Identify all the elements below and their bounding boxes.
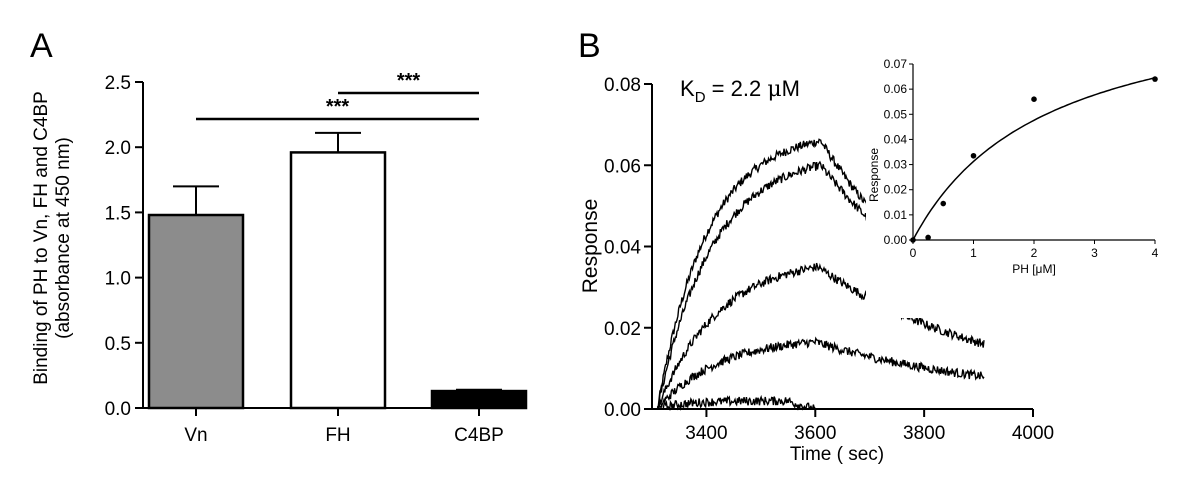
- sensorgram-curve-4: [656, 336, 985, 410]
- panel-a-y-axis-title-line1: Binding of PH to Vn, FH and C4BP: [31, 91, 52, 385]
- inset-data-point: [1031, 96, 1037, 102]
- inset-data-point: [940, 200, 947, 207]
- inset-x-axis-title: PH [μM]: [1012, 262, 1056, 276]
- kd-value: = 2.2: [706, 76, 768, 101]
- panel-a-letter: A: [30, 27, 53, 65]
- inset-data-point: [925, 234, 931, 241]
- inset-x-tick-label: 4: [1152, 246, 1159, 260]
- inset-y-tick-label: 0.05: [884, 107, 908, 121]
- x-tick-label-c4bp: C4BP: [454, 425, 504, 446]
- bar-fh: [289, 151, 387, 410]
- panel-b: B Response Time ( sec) KD = 2.2 μM 0.000…: [578, 27, 1186, 465]
- panel-b-x-tick-label: 3400: [685, 423, 727, 444]
- x-tick-label-vn: Vn: [184, 425, 207, 446]
- panel-a-y-tick-label: 2.0: [105, 138, 131, 159]
- panel-b-y-tick-label: 0.06: [604, 156, 641, 177]
- kd-prefix: K: [680, 76, 695, 101]
- panel-a-y-tick-label: 2.5: [105, 73, 131, 94]
- panel-a-y-tick-label: 1.0: [105, 269, 131, 290]
- inset-y-axis-title: Response: [867, 148, 881, 202]
- panel-b-ticks: 0.00 0.02 0.04 0.06 0.08 3400 3600 3800 4000: [604, 75, 1054, 444]
- panel-a-y-tick-label: 0.5: [105, 334, 131, 355]
- kd-unit: M: [782, 76, 800, 101]
- error-bar-c4bp: [456, 388, 502, 392]
- inset-y-tick-label: 0.03: [884, 158, 908, 172]
- inset-x-tick-label: 1: [970, 246, 977, 260]
- panel-a-error-bars: [173, 131, 502, 392]
- kd-mu: μ: [767, 77, 781, 102]
- panel-b-x-tick-label: 4000: [1012, 423, 1054, 444]
- inset-data-point: [910, 237, 916, 243]
- inset-background: [866, 38, 1186, 318]
- panel-b-y-tick-label: 0.00: [604, 400, 641, 421]
- panel-b-letter: B: [578, 27, 601, 65]
- inset-x-tick-label: 3: [1091, 246, 1098, 260]
- panel-a-y-axis-title: Binding of PH to Vn, FH and C4BP (absorb…: [31, 91, 74, 385]
- panel-a-y-tick-label: 0.0: [105, 399, 131, 420]
- panel-b-y-tick-label: 0.02: [604, 319, 641, 340]
- inset-ticks: 0.00 0.01 0.02 0.03 0.04 0.05 0.06 0.07 0 1 2 3 4: [884, 57, 1159, 260]
- inset-y-tick-label: 0.06: [884, 82, 908, 96]
- panel-a-y-tick-label: 1.5: [105, 203, 131, 224]
- inset-fit-curve: [912, 77, 1156, 241]
- panel-a-bars: [147, 151, 528, 410]
- kd-annotation: KD = 2.2 μM: [680, 76, 800, 106]
- panel-a-significance: *** ***: [196, 70, 479, 121]
- sensorgram-curve-3: [657, 262, 985, 410]
- panel-a-x-tick-labels: Vn FH C4BP: [184, 408, 504, 446]
- bar-vn: [147, 213, 245, 410]
- bar-c4bp: [430, 389, 528, 410]
- panel-a-y-ticks: 0.0 0.5 1.0 1.5 2.0 2.5: [105, 73, 143, 420]
- significance-label: ***: [397, 70, 421, 92]
- inset-y-tick-label: 0.01: [884, 208, 908, 222]
- inset-y-tick-label: 0.00: [884, 233, 908, 247]
- panel-b-y-axis-title: Response: [579, 199, 602, 294]
- panel-a-y-axis-title-line2: (absorbance at 450 nm): [53, 137, 74, 339]
- x-tick-label-fh: FH: [325, 425, 350, 446]
- panel-b-y-tick-label: 0.08: [604, 75, 641, 96]
- panel-b-x-tick-label: 3600: [794, 423, 836, 444]
- significance-label: ***: [326, 96, 350, 118]
- sensorgram-curve-5: [656, 394, 816, 412]
- kd-subscript: D: [695, 89, 706, 106]
- inset-data-point: [1152, 76, 1158, 82]
- panel-b-x-tick-label: 3800: [903, 423, 945, 444]
- inset-y-tick-label: 0.07: [884, 57, 908, 71]
- error-bar-vn: [173, 185, 219, 216]
- panel-b-y-tick-label: 0.04: [604, 238, 641, 259]
- inset-points: [910, 76, 1158, 243]
- error-bar-fh: [315, 131, 361, 153]
- inset-data-point: [970, 152, 977, 159]
- inset-y-tick-label: 0.02: [884, 183, 908, 197]
- panel-a: A Binding of PH to Vn, FH and C4BP (abso…: [30, 27, 528, 446]
- inset-x-tick-label: 2: [1031, 246, 1038, 260]
- fit-curve-path: [912, 77, 1156, 241]
- inset-x-tick-label: 0: [910, 246, 917, 260]
- panel-b-x-axis-title: Time ( sec): [790, 444, 884, 465]
- inset-y-tick-label: 0.04: [884, 132, 908, 146]
- inset-plot: Response PH [μM] 0.000.010.020.030.040.0…: [866, 38, 1186, 318]
